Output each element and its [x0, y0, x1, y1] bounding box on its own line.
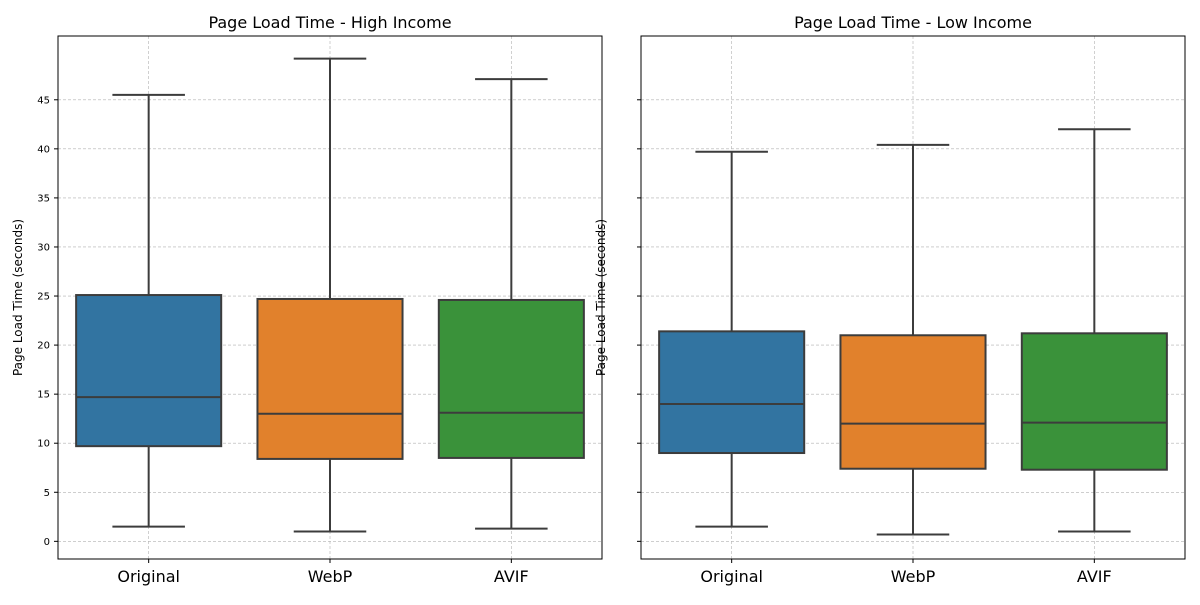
x-tick-label: WebP — [308, 567, 353, 586]
y-axis-label: Page Load Time (seconds) — [594, 219, 608, 376]
y-tick-label: 15 — [37, 390, 50, 401]
x-tick-label: Original — [117, 567, 180, 586]
chart-panel-1: 0 5 10 15 20 25 30 35 40 45 Original WebP AVIF Page L… — [11, 13, 603, 586]
y-axis-label: Page Load Time (seconds) — [11, 219, 25, 376]
chart-panel-2: Original WebP AVIF Page Load Time - Low Inc… — [594, 13, 1186, 586]
chart-title: Page Load Time - High Income — [208, 13, 451, 32]
box-iqr — [1020, 332, 1168, 471]
box-avif — [437, 78, 585, 530]
box-original — [75, 93, 223, 528]
x-tick-label: WebP — [891, 567, 936, 586]
x-tick-label: AVIF — [494, 567, 529, 586]
y-tick-label: 30 — [37, 242, 50, 253]
box-avif — [1020, 128, 1168, 533]
box-iqr — [75, 294, 223, 448]
y-tick-label: 35 — [37, 193, 50, 204]
y-tick-label: 45 — [37, 95, 50, 106]
y-tick-label: 0 — [44, 537, 50, 548]
x-tick-label: Original — [700, 567, 763, 586]
box-webp — [839, 143, 987, 536]
box-original — [658, 150, 806, 528]
y-tick-label: 10 — [37, 439, 50, 450]
box-iqr — [437, 298, 585, 459]
chart-title: Page Load Time - Low Income — [794, 13, 1032, 32]
box-iqr — [256, 297, 404, 460]
y-tick-label: 5 — [44, 488, 50, 499]
box-iqr — [839, 334, 987, 470]
box-webp — [256, 57, 404, 533]
box-iqr — [658, 330, 806, 455]
y-tick-label: 20 — [37, 341, 50, 352]
y-tick-label: 25 — [37, 292, 50, 303]
x-tick-label: AVIF — [1077, 567, 1112, 586]
y-tick-label: 40 — [37, 144, 50, 155]
